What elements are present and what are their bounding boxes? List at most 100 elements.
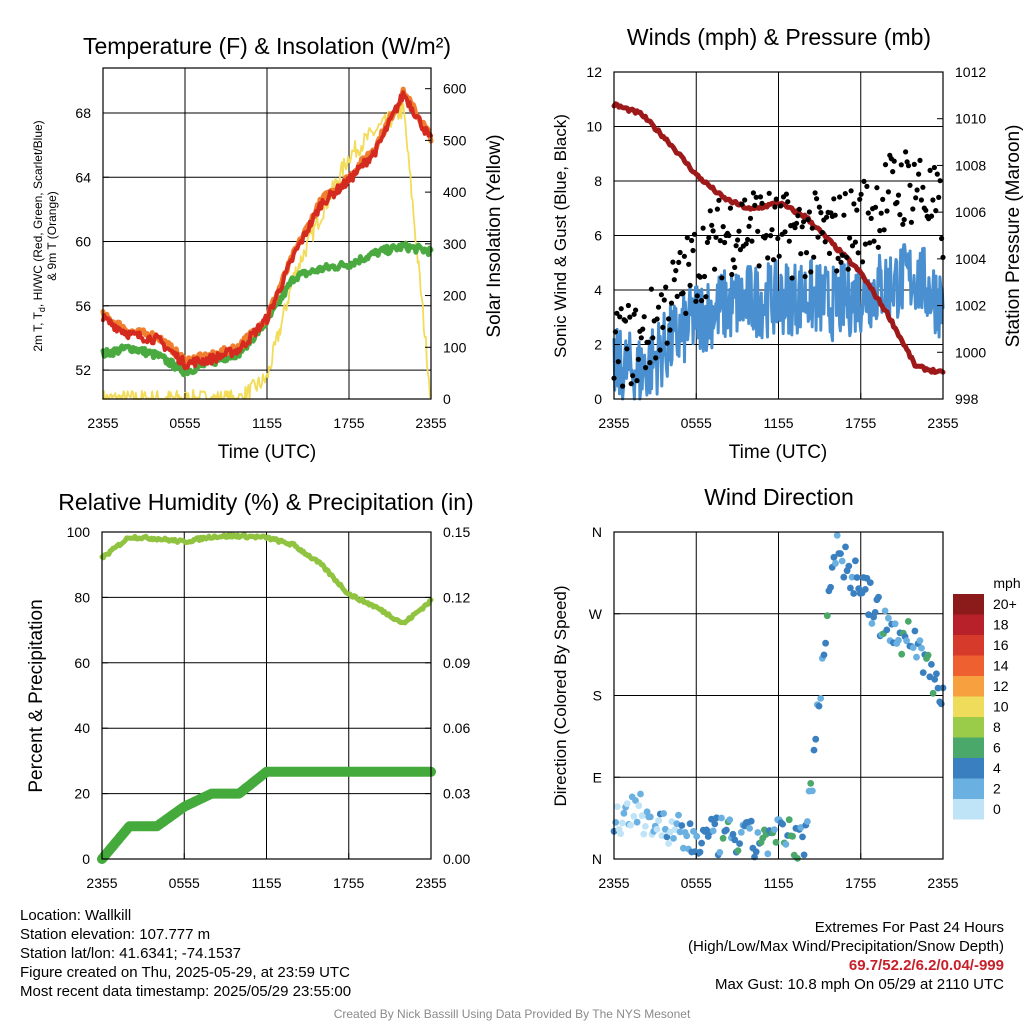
gust-point (822, 239, 828, 245)
direction-point (737, 828, 745, 836)
gust-point (815, 234, 821, 240)
speed-legend-swatch (953, 614, 984, 635)
humidity-ytick-left-label-3: 60 (74, 655, 90, 671)
gust-point (911, 161, 917, 167)
gust-point (814, 196, 820, 202)
precipitation-line (97, 766, 436, 864)
direction-point (675, 811, 682, 819)
direction-point (883, 626, 891, 634)
gust-point (634, 378, 640, 384)
winds-ytick-right-label-0: 998 (955, 391, 979, 407)
direction-point (647, 813, 654, 821)
gust-point (884, 208, 890, 214)
humidity-ytick-right-label-2: 0.06 (443, 720, 470, 736)
direction-point (640, 830, 648, 838)
direction-point (838, 557, 846, 565)
direction-point (618, 819, 626, 827)
gust-point (757, 194, 764, 200)
humidity-ytick-left-label-5: 100 (67, 524, 91, 540)
speed-legend-swatch (953, 778, 984, 799)
winds-y-label-left: Sonic Wind & Gust (Blue, Black) (551, 114, 570, 358)
humidity-xtick-label-1: 0555 (169, 875, 200, 891)
direction-point (635, 802, 643, 810)
gust-point (673, 268, 679, 274)
speed-legend-label: 8 (993, 719, 1001, 735)
direction-point (642, 823, 649, 830)
gust-point (864, 183, 870, 189)
direction-point (833, 532, 841, 539)
temperature-ytick-left-label-3: 64 (75, 169, 91, 185)
winds-series (611, 101, 946, 401)
direction-point (937, 700, 945, 708)
speed-legend-swatch (953, 696, 984, 717)
gust-point (819, 229, 825, 236)
gust-point (709, 222, 715, 228)
gust-point (768, 233, 774, 239)
winds-y-label-right: Station Pressure (Maroon) (1003, 125, 1024, 348)
gust-point (653, 355, 659, 361)
humidity-ytick-right-label-4: 0.12 (443, 589, 470, 605)
recent-data-timestamp: Most recent data timestamp: 2025/05/29 2… (20, 983, 352, 1000)
direction-xtick-label-4: 2355 (927, 875, 958, 891)
direction-point (754, 829, 762, 836)
gust-point (699, 298, 705, 304)
gust-point (713, 234, 719, 240)
gust-point (849, 243, 856, 249)
winds-ytick-right-label-3: 1004 (955, 251, 986, 267)
gust-point (789, 275, 795, 281)
gust-point (913, 195, 919, 201)
gust-point (927, 167, 933, 173)
temperature-ytick-right-label-5: 500 (443, 132, 467, 148)
gust-point (772, 204, 778, 210)
winds-xtick-label-1: 0555 (681, 415, 712, 431)
humidity-panel: Relative Humidity (%) & Precipitation (i… (26, 489, 474, 891)
speed-legend-swatch (953, 799, 984, 820)
direction-point (613, 803, 621, 810)
gust-point (801, 219, 807, 225)
winds-ytick-left-label-4: 8 (594, 173, 602, 189)
gust-point (654, 316, 660, 322)
gust-point (865, 210, 871, 216)
gust-point (707, 208, 713, 214)
gust-point (643, 365, 649, 371)
direction-point (630, 812, 638, 820)
credit-line: Created By Nick Bassill Using Data Provi… (333, 1007, 691, 1021)
direction-ytick-left-label-3: W (589, 606, 603, 622)
direction-point (670, 835, 677, 842)
speed-legend-title: mph (993, 575, 1020, 591)
speed-legend-swatch (953, 655, 984, 676)
speed-legend-swatch (953, 717, 984, 738)
gust-point (923, 207, 929, 213)
gust-point (689, 237, 695, 244)
direction-point (623, 800, 631, 808)
humidity-series (97, 532, 436, 864)
gust-point (667, 327, 673, 333)
temperature-panel: Temperature (F) & Insolation (W/m²) 2355… (31, 33, 505, 463)
direction-point (871, 609, 879, 616)
gust-point (663, 284, 669, 290)
humidity-ticks: 2355 0555 1155 1755 2355 0 20 40 60 80 100 0.00 0.03… (67, 524, 471, 891)
extremes-box: Extremes For Past 24 Hours (High/Low/Max… (688, 918, 1004, 994)
speed-legend-label: 14 (993, 658, 1009, 674)
humidity-ytick-right-label-5: 0.15 (443, 524, 470, 540)
gust-point (882, 162, 889, 168)
direction-point (752, 848, 760, 856)
winds-xtick-label-0: 2355 (598, 415, 629, 431)
direction-point (830, 553, 838, 561)
station-elevation: Station elevation: 107.777 m (20, 926, 211, 943)
gust-point (666, 316, 672, 322)
speed-legend-swatch (953, 635, 984, 656)
gust-point (878, 210, 884, 216)
gust-point (842, 191, 848, 197)
gust-point (874, 185, 880, 191)
gust-point (901, 217, 907, 223)
gust-point (855, 250, 861, 256)
direction-point (931, 676, 939, 683)
winds-ticks: 2355 0555 1155 1755 235502468101299810001002… (586, 64, 986, 431)
gust-point (638, 335, 644, 341)
speed-legend-swatch (953, 594, 984, 615)
gust-point (839, 252, 846, 258)
gust-point (722, 239, 728, 246)
gust-point (706, 235, 712, 241)
temperature-panel-title: Temperature (F) & Insolation (W/m²) (83, 33, 451, 59)
